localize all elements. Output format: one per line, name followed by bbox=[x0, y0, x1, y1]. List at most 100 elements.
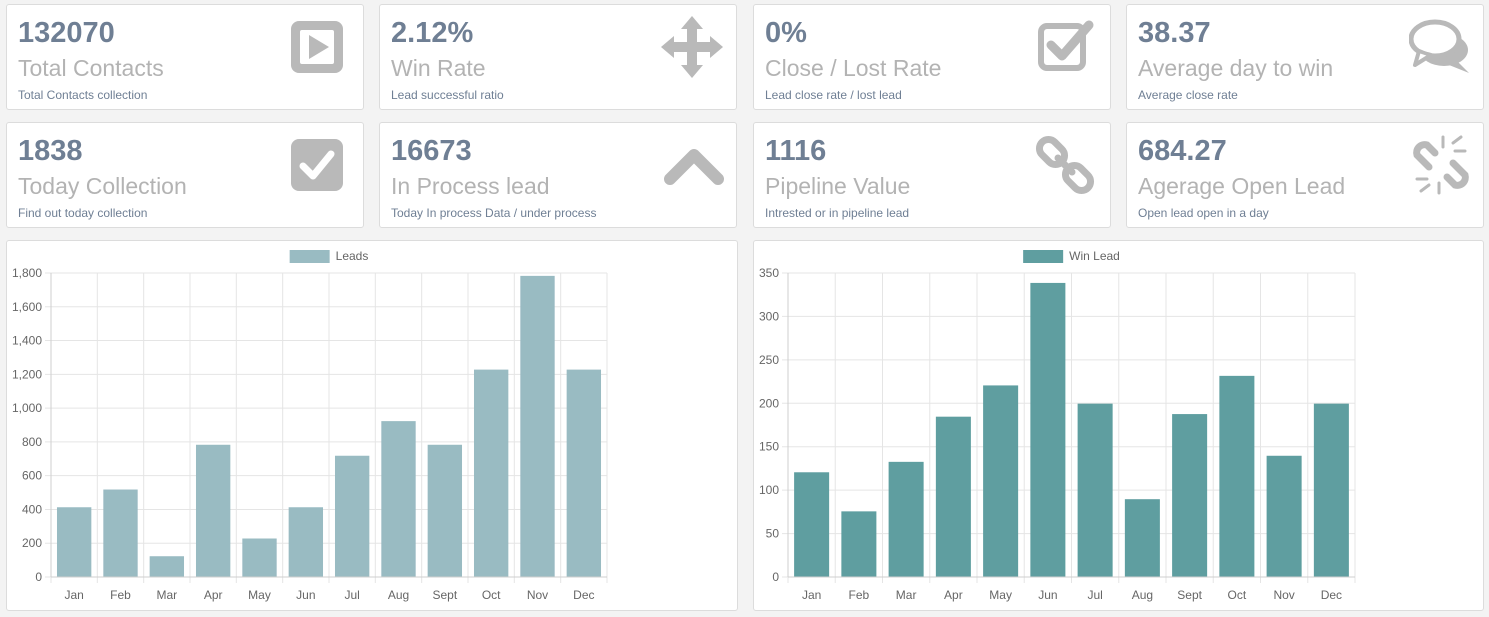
stat-label: Win Rate bbox=[391, 55, 486, 81]
x-tick-label: Jul bbox=[1087, 588, 1102, 602]
stat-card-win-rate: 2.12% Win Rate Lead successful ratio bbox=[379, 4, 737, 110]
stat-card-agerage-open-lead: 684.27 Agerage Open Lead Open lead open … bbox=[1126, 122, 1484, 228]
bar-sept bbox=[1172, 414, 1208, 578]
stat-value: 0% bbox=[765, 17, 807, 49]
y-tick-label: 350 bbox=[759, 266, 779, 280]
stat-value: 684.27 bbox=[1138, 135, 1227, 167]
x-tick-label: Dec bbox=[1321, 588, 1342, 602]
y-tick-label: 1,400 bbox=[12, 334, 42, 348]
stat-card-average-day-to-win: 38.37 Average day to win Average close r… bbox=[1126, 4, 1484, 110]
x-tick-label: Sept bbox=[432, 588, 457, 602]
bar-jun bbox=[288, 507, 324, 578]
comments-icon bbox=[1409, 19, 1469, 73]
bar-oct bbox=[1219, 375, 1255, 578]
bar-feb bbox=[103, 489, 138, 578]
stat-label: Pipeline Value bbox=[765, 173, 911, 199]
stat-value: 38.37 bbox=[1138, 17, 1211, 49]
legend-label: Win Lead bbox=[1069, 249, 1120, 263]
stat-description: Find out today collection bbox=[18, 206, 148, 220]
stat-value: 2.12% bbox=[391, 17, 474, 49]
x-tick-label: Apr bbox=[944, 588, 963, 602]
stat-value: 1116 bbox=[765, 135, 827, 167]
bar-jun bbox=[1030, 282, 1066, 578]
y-tick-label: 600 bbox=[22, 469, 42, 483]
y-tick-label: 0 bbox=[35, 570, 42, 584]
y-tick-label: 1,600 bbox=[12, 300, 42, 314]
stat-label: Average day to win bbox=[1138, 55, 1334, 81]
bar-dec bbox=[1313, 403, 1349, 578]
bar-nov bbox=[520, 275, 555, 578]
bar-jul bbox=[334, 455, 370, 578]
x-tick-label: Nov bbox=[1273, 588, 1294, 602]
bar-mar bbox=[149, 556, 185, 578]
bar-dec bbox=[566, 369, 602, 578]
stat-label: Today Collection bbox=[18, 173, 187, 199]
bar-mar bbox=[888, 461, 924, 578]
bar-jan bbox=[56, 507, 92, 578]
stat-description: Open lead open in a day bbox=[1138, 206, 1269, 220]
legend-label: Leads bbox=[336, 249, 369, 263]
x-tick-label: Aug bbox=[388, 588, 409, 602]
link-icon bbox=[1035, 135, 1095, 195]
stat-label: In Process lead bbox=[391, 173, 550, 199]
stat-description: Lead successful ratio bbox=[391, 88, 504, 102]
bar-apr bbox=[195, 444, 231, 578]
bar-nov bbox=[1266, 455, 1302, 578]
stat-value: 16673 bbox=[391, 135, 472, 167]
x-tick-label: Jan bbox=[64, 588, 83, 602]
x-tick-label: Dec bbox=[573, 588, 594, 602]
bar-jan bbox=[794, 472, 830, 578]
stat-description: Average close rate bbox=[1138, 88, 1238, 102]
y-tick-label: 1,200 bbox=[12, 367, 42, 381]
stat-card-close-lost-rate: 0% Close / Lost Rate Lead close rate / l… bbox=[753, 4, 1111, 110]
stat-description: Lead close rate / lost lead bbox=[765, 88, 902, 102]
leads-chart-card: Leads 0 200 400 600 800 1,000 1,200 1,400 1,600 1,… bbox=[6, 240, 738, 611]
stat-value: 1838 bbox=[18, 135, 83, 167]
y-tick-label: 150 bbox=[759, 440, 779, 454]
stat-card-total-contacts: 132070 Total Contacts Total Contacts col… bbox=[6, 4, 364, 110]
win-lead-chart-card: Win Lead 0 50 100 150 200 250 300 350 Jan Feb Mar Ap… bbox=[753, 240, 1484, 611]
y-tick-label: 1,800 bbox=[12, 266, 42, 280]
x-tick-label: Feb bbox=[110, 588, 131, 602]
stat-description: Total Contacts collection bbox=[18, 88, 148, 102]
y-tick-label: 0 bbox=[772, 570, 779, 584]
y-tick-label: 400 bbox=[22, 502, 42, 516]
x-tick-label: Jun bbox=[1038, 588, 1057, 602]
x-tick-label: Jan bbox=[802, 588, 821, 602]
x-tick-label: Feb bbox=[849, 588, 870, 602]
bar-may bbox=[983, 385, 1019, 578]
x-tick-label: Jun bbox=[296, 588, 315, 602]
legend-swatch bbox=[289, 250, 330, 263]
stat-value: 132070 bbox=[18, 17, 115, 49]
bar-aug bbox=[1124, 499, 1160, 578]
move-arrows-icon bbox=[661, 16, 723, 78]
stat-description: Today In process Data / under process bbox=[391, 206, 597, 220]
x-tick-label: Sept bbox=[1177, 588, 1202, 602]
chevron-up-icon bbox=[664, 149, 724, 185]
y-tick-label: 250 bbox=[759, 353, 779, 367]
y-tick-label: 800 bbox=[22, 435, 42, 449]
bar-jul bbox=[1077, 403, 1113, 578]
x-tick-label: Oct bbox=[1228, 588, 1247, 602]
bar-aug bbox=[381, 421, 416, 578]
leads-bar-chart: Leads 0 200 400 600 800 1,000 1,200 1,400 1,600 1,… bbox=[12, 249, 608, 602]
y-tick-label: 300 bbox=[759, 309, 779, 323]
stat-description: Intrested or in pipeline lead bbox=[765, 206, 910, 220]
x-tick-label: May bbox=[248, 588, 271, 602]
stat-card-today-collection: 1838 Today Collection Find out today col… bbox=[6, 122, 364, 228]
x-tick-label: Mar bbox=[896, 588, 917, 602]
stat-label: Agerage Open Lead bbox=[1138, 173, 1346, 199]
x-tick-label: Apr bbox=[204, 588, 223, 602]
x-tick-label: Jul bbox=[344, 588, 359, 602]
y-tick-label: 50 bbox=[766, 527, 780, 541]
x-tick-label: May bbox=[989, 588, 1012, 602]
bar-feb bbox=[841, 511, 877, 578]
x-tick-label: Mar bbox=[156, 588, 177, 602]
check-square-icon bbox=[291, 139, 343, 191]
play-square-icon bbox=[291, 21, 343, 73]
x-tick-label: Oct bbox=[482, 588, 501, 602]
bar-apr bbox=[935, 416, 971, 578]
stat-card-in-process-lead: 16673 In Process lead Today In process D… bbox=[379, 122, 737, 228]
x-tick-label: Aug bbox=[1132, 588, 1153, 602]
bar-may bbox=[242, 538, 277, 578]
